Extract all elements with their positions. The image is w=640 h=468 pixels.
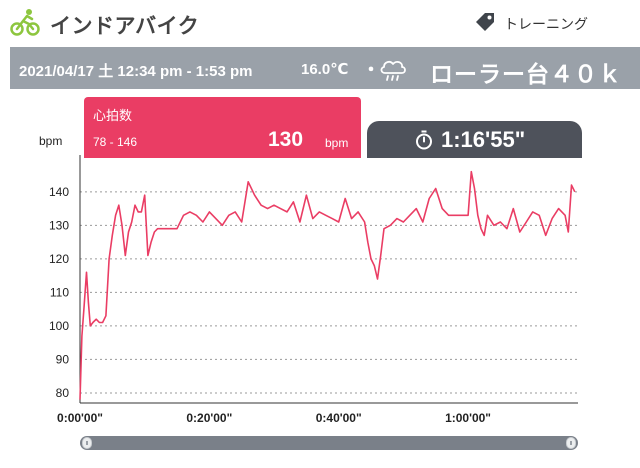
- x-tick-label: 1:00'00": [445, 411, 491, 425]
- heart-rate-value: 130: [268, 128, 304, 151]
- y-tick-label: 110: [50, 285, 69, 299]
- y-tick-label: 100: [49, 319, 69, 333]
- y-axis-label: bpm: [39, 134, 63, 148]
- heart-rate-card[interactable]: 心拍数 78 - 146 130 bpm: [84, 97, 361, 158]
- heart-rate-label: 心拍数: [93, 108, 133, 123]
- tag-icon[interactable]: [473, 10, 497, 34]
- cyclist-icon: [10, 9, 40, 36]
- stopwatch-icon: [416, 130, 432, 150]
- x-tick-label: 0:40'00": [316, 411, 362, 425]
- x-tick-label: 0:00'00": [57, 411, 103, 425]
- activity-datetime: 2021/04/17 土 12:34 pm - 1:53 pm: [19, 63, 253, 80]
- y-tick-label: 80: [56, 386, 70, 400]
- duration-card[interactable]: 1:16'55": [367, 121, 582, 158]
- app-header: インドアバイク トレーニング: [0, 0, 640, 44]
- rain-cloud-icon: [380, 60, 406, 81]
- activity-info-bar: 2021/04/17 土 12:34 pm - 1:53 pm 16.0℃ ・ …: [10, 47, 640, 121]
- y-tick-label: 140: [49, 185, 69, 199]
- heart-rate-range: 78 - 146: [93, 135, 138, 149]
- category-label[interactable]: トレーニング: [504, 16, 588, 32]
- y-tick-label: 90: [56, 352, 70, 366]
- y-tick-label: 130: [49, 218, 69, 232]
- time-range-slider[interactable]: [80, 436, 578, 450]
- range-start-handle[interactable]: [82, 437, 92, 449]
- range-end-handle[interactable]: [566, 437, 576, 449]
- temperature: 16.0℃: [301, 61, 349, 78]
- heart-rate-line: [79, 170, 576, 400]
- heart-rate-unit: bpm: [325, 136, 349, 150]
- x-tick-label: 0:20'00": [186, 411, 232, 425]
- activity-name: ローラー台４０ｋｍ: [430, 61, 622, 121]
- activity-title: インドアバイク: [50, 15, 200, 38]
- duration-value: 1:16'55": [441, 127, 526, 152]
- y-tick-label: 120: [49, 252, 69, 266]
- separator: ・: [362, 60, 380, 80]
